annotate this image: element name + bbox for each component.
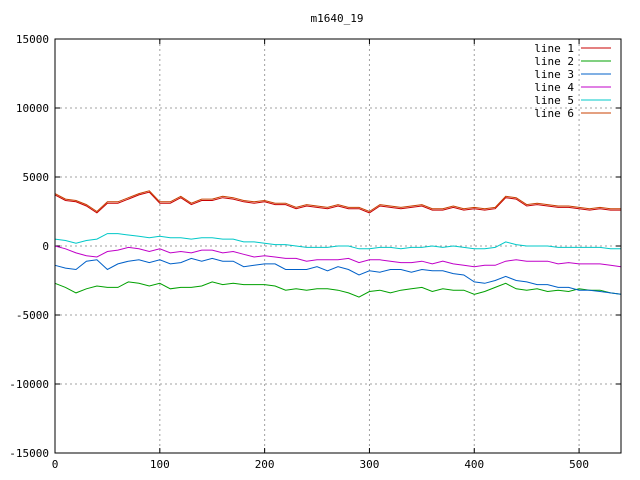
legend-label: line 5 xyxy=(534,94,574,107)
y-tick-label: 0 xyxy=(42,240,49,253)
x-tick-label: 0 xyxy=(52,458,59,471)
legend-label: line 1 xyxy=(534,42,574,55)
y-tick-label: -10000 xyxy=(9,378,49,391)
legend-label: line 6 xyxy=(534,107,574,120)
x-tick-label: 400 xyxy=(464,458,484,471)
series-layer xyxy=(54,190,622,298)
y-tick-label: 10000 xyxy=(16,102,49,115)
x-tick-label: 300 xyxy=(360,458,380,471)
y-tick-label: -5000 xyxy=(16,309,49,322)
axis-ticks: 0 100 200 300 400 500 -15000 -10000 -5000 0 5000 10… xyxy=(9,33,621,471)
x-tick-label: 500 xyxy=(569,458,589,471)
series-line-4 xyxy=(54,245,622,268)
series-line-2 xyxy=(54,281,622,298)
x-tick-label: 100 xyxy=(150,458,170,471)
legend-label: line 3 xyxy=(534,68,574,81)
x-tick-label: 200 xyxy=(255,458,275,471)
series-line-5 xyxy=(54,233,621,250)
legend-label: line 4 xyxy=(534,81,574,94)
chart-title: m1640_19 xyxy=(311,12,364,25)
series-line-1 xyxy=(54,191,621,214)
y-tick-label: -15000 xyxy=(9,447,49,460)
series-line-3 xyxy=(54,257,622,295)
series-line-6 xyxy=(54,190,621,213)
plot-frame xyxy=(54,38,622,454)
y-tick-label: 15000 xyxy=(16,33,49,46)
y-tick-label: 5000 xyxy=(23,171,50,184)
legend-label: line 2 xyxy=(534,55,574,68)
